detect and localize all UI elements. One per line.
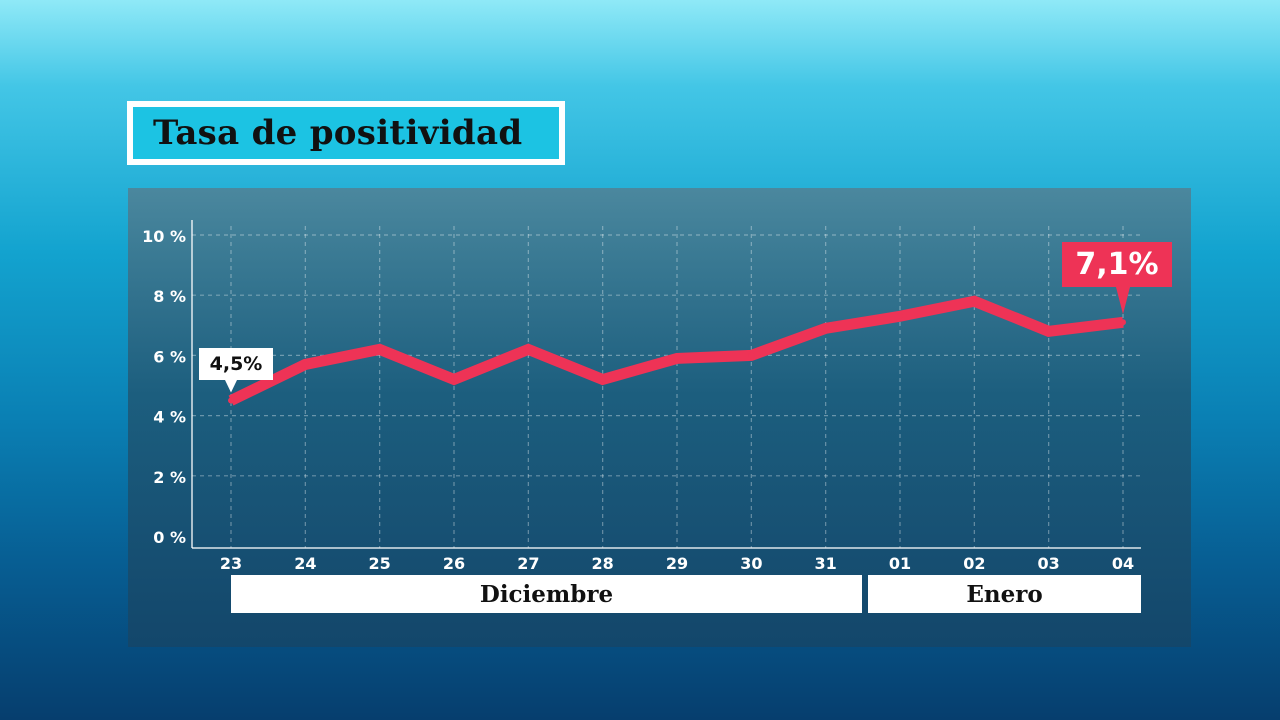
x-tick-label: 01 [889, 554, 911, 573]
x-tick-label: 24 [294, 554, 316, 573]
y-tick-label: 8 % [153, 287, 186, 306]
grid-lines [192, 226, 1141, 548]
x-tick-label: 31 [815, 554, 837, 573]
data-point [376, 346, 383, 353]
data-point [525, 346, 532, 353]
y-tick-label: 10 % [142, 227, 186, 246]
x-tick-label: 27 [517, 554, 539, 573]
y-tick-label: 2 % [153, 468, 186, 487]
axes [191, 220, 1141, 549]
x-tick-label: 28 [592, 554, 614, 573]
data-point [822, 325, 829, 332]
x-tick-label: 02 [963, 554, 985, 573]
y-tick-label: 6 % [153, 347, 186, 366]
x-tick-label: 29 [666, 554, 688, 573]
data-point [971, 298, 978, 305]
chart-title-box: Tasa de positividad [127, 101, 565, 165]
series-layer [228, 295, 1126, 406]
end-value-callout: 7,1% [1062, 242, 1172, 287]
y-tick-label: 0 % [153, 528, 186, 547]
data-point [302, 361, 309, 368]
x-tick-label: 03 [1038, 554, 1060, 573]
data-point [228, 397, 234, 404]
month-label-enero: Enero [868, 575, 1141, 613]
data-point [1045, 328, 1052, 335]
x-tick-label: 04 [1112, 554, 1134, 573]
x-tick-label: 25 [369, 554, 391, 573]
end-callout-pointer [1116, 287, 1130, 315]
data-point [451, 376, 457, 383]
start-value-callout: 4,5% [199, 348, 273, 380]
chart-panel [128, 188, 1191, 647]
x-tick-label: 23 [220, 554, 242, 573]
x-tick-label: 26 [443, 554, 465, 573]
x-tick-label: 30 [740, 554, 762, 573]
data-point [1120, 319, 1126, 326]
start-callout-pointer [225, 380, 237, 393]
data-point [897, 313, 903, 320]
y-tick-label: 4 % [153, 408, 186, 427]
data-point [599, 376, 606, 383]
chart-title: Tasa de positividad [153, 113, 523, 153]
y-axis-ticks: 0 % 2 % 4 % 6 % 8 % 10 % [142, 227, 186, 547]
month-label-diciembre: Diciembre [231, 575, 862, 613]
data-point [674, 355, 680, 362]
callout-pointers [225, 287, 1130, 393]
x-axis-ticks: 23 24 25 26 27 28 29 30 31 01 02 03 04 [220, 554, 1134, 573]
data-point [748, 352, 755, 359]
